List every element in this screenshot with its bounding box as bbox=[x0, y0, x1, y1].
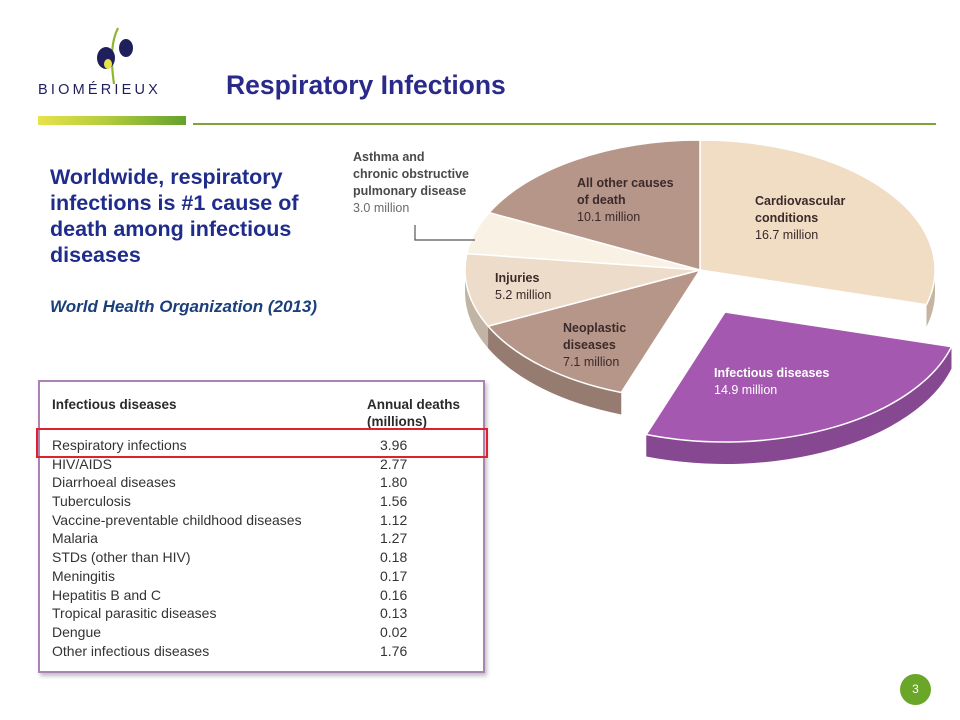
title-divider bbox=[193, 123, 936, 125]
table-cell-deaths: 2.77 bbox=[380, 455, 408, 472]
table-cell-deaths: 1.76 bbox=[380, 642, 408, 659]
slide-title: Respiratory Infections bbox=[226, 70, 506, 100]
table-row: Meningitis 0.17 bbox=[40, 567, 483, 586]
label-asthma-name-1: Asthma and bbox=[353, 150, 425, 164]
table-cell-disease: STDs (other than HIV) bbox=[52, 549, 191, 566]
pie-slice-side bbox=[488, 326, 622, 415]
logo-gradient-bar bbox=[38, 116, 186, 125]
table-row: Malaria 1.27 bbox=[40, 529, 483, 548]
table-cell-disease: Other infectious diseases bbox=[52, 642, 210, 659]
label-infectious-name: Infectious diseases bbox=[714, 366, 830, 380]
highlight-box-respiratory bbox=[36, 428, 488, 458]
label-cardiovascular-name-2: conditions bbox=[755, 211, 819, 225]
table-row: Respiratory infections 3.96 bbox=[40, 436, 483, 455]
table-cell-disease: Dengue bbox=[52, 623, 102, 640]
table-cell-deaths: 1.56 bbox=[380, 493, 408, 510]
pie-chart: Cardiovascular conditions 16.7 million I… bbox=[345, 135, 953, 480]
label-other-name-2: of death bbox=[577, 193, 626, 207]
table-header-deaths-line1: Annual deaths bbox=[367, 397, 461, 412]
label-asthma-value: 3.0 million bbox=[353, 201, 410, 215]
label-all-other: All other causes of death 10.1 million bbox=[577, 175, 674, 226]
table-header-deaths: Annual deaths (millions) bbox=[367, 396, 460, 430]
table-cell-disease: Tuberculosis bbox=[52, 493, 131, 510]
table-row: Hepatitis B and C 0.16 bbox=[40, 586, 483, 605]
label-infectious-value: 14.9 million bbox=[714, 383, 778, 397]
table-header-deaths-line2: (millions) bbox=[367, 414, 427, 429]
table-body: Respiratory infections 3.96 HIV/AIDS 2.77 Di… bbox=[40, 436, 483, 660]
table-cell-disease: Vaccine-preventable childhood diseases bbox=[52, 511, 302, 528]
page-number-badge: 3 bbox=[900, 674, 931, 705]
label-neoplastic-name-1: Neoplastic bbox=[563, 321, 627, 335]
label-cardiovascular: Cardiovascular conditions 16.7 million bbox=[755, 193, 845, 244]
table-row: STDs (other than HIV) 0.18 bbox=[40, 548, 483, 567]
label-injuries: Injuries 5.2 million bbox=[495, 270, 551, 304]
table-row: Other infectious diseases 1.76 bbox=[40, 642, 483, 661]
pie-slice bbox=[486, 268, 702, 394]
biomerieux-logo-icon bbox=[97, 27, 133, 85]
table-cell-disease: Diarrhoeal diseases bbox=[52, 474, 176, 491]
table-row: Tuberculosis 1.56 bbox=[40, 492, 483, 511]
label-cardiovascular-name-1: Cardiovascular bbox=[755, 194, 846, 208]
label-other-value: 10.1 million bbox=[577, 210, 641, 224]
asthma-leader-line bbox=[414, 225, 475, 241]
table-row: HIV/AIDS 2.77 bbox=[40, 455, 483, 474]
label-cardiovascular-value: 16.7 million bbox=[755, 228, 819, 242]
label-asthma-name-3: pulmonary disease bbox=[353, 184, 467, 198]
table-cell-deaths: 0.16 bbox=[380, 586, 408, 603]
table-cell-disease: Hepatitis B and C bbox=[52, 586, 161, 603]
label-infectious: Infectious diseases 14.9 million bbox=[714, 365, 829, 399]
label-neoplastic: Neoplastic diseases 7.1 million bbox=[563, 320, 626, 371]
label-other-name-1: All other causes bbox=[577, 176, 674, 190]
company-logo: BIOMÉRIEUX bbox=[36, 26, 191, 126]
table-cell-deaths: 0.02 bbox=[380, 623, 408, 640]
label-neoplastic-value: 7.1 million bbox=[563, 355, 620, 369]
table-row: Vaccine-preventable childhood diseases 1.… bbox=[40, 511, 483, 530]
pie-slice-side bbox=[646, 346, 952, 464]
table-cell-disease: Meningitis bbox=[52, 567, 116, 584]
infectious-diseases-table: Infectious diseases Annual deaths (milli… bbox=[38, 380, 485, 673]
table-cell-deaths: 3.96 bbox=[380, 437, 408, 453]
table-cell-deaths: 0.18 bbox=[380, 549, 408, 566]
pie-slice-side bbox=[465, 270, 489, 349]
label-asthma-copd: Asthma and chronic obstructive pulmonary… bbox=[353, 149, 469, 217]
pie-slice bbox=[464, 252, 701, 327]
table-cell-deaths: 0.17 bbox=[380, 567, 408, 584]
table-header-disease: Infectious diseases bbox=[52, 397, 177, 412]
source-citation: World Health Organization (2013) bbox=[50, 297, 318, 316]
table-cell-deaths: 0.13 bbox=[380, 605, 408, 622]
label-injuries-name: Injuries bbox=[495, 271, 540, 285]
table-row: Tropical parasitic diseases 0.13 bbox=[40, 604, 483, 623]
pie-slice bbox=[645, 311, 953, 443]
table-row: Diarrhoeal diseases 1.80 bbox=[40, 473, 483, 492]
pie-slice bbox=[699, 139, 936, 306]
label-neoplastic-name-2: diseases bbox=[563, 338, 616, 352]
table-cell-disease: HIV/AIDS bbox=[52, 455, 112, 472]
table-cell-disease: Malaria bbox=[52, 530, 98, 547]
headline-text: Worldwide, respiratory infections is #1 … bbox=[50, 165, 299, 267]
label-asthma-name-2: chronic obstructive bbox=[353, 167, 469, 181]
table-cell-deaths: 1.80 bbox=[380, 474, 408, 491]
pie-slice-side bbox=[926, 270, 935, 327]
table-row: Dengue 0.02 bbox=[40, 623, 483, 642]
table-cell-disease: Tropical parasitic diseases bbox=[52, 605, 217, 622]
pie-chart-svg bbox=[414, 139, 953, 464]
table-cell-deaths: 1.27 bbox=[380, 530, 408, 547]
table-cell-disease: Respiratory infections bbox=[52, 437, 187, 453]
pie-slice bbox=[487, 139, 701, 271]
table-cell-deaths: 1.12 bbox=[380, 511, 408, 528]
logo-wordmark: BIOMÉRIEUX bbox=[38, 82, 162, 98]
label-injuries-value: 5.2 million bbox=[495, 288, 552, 302]
